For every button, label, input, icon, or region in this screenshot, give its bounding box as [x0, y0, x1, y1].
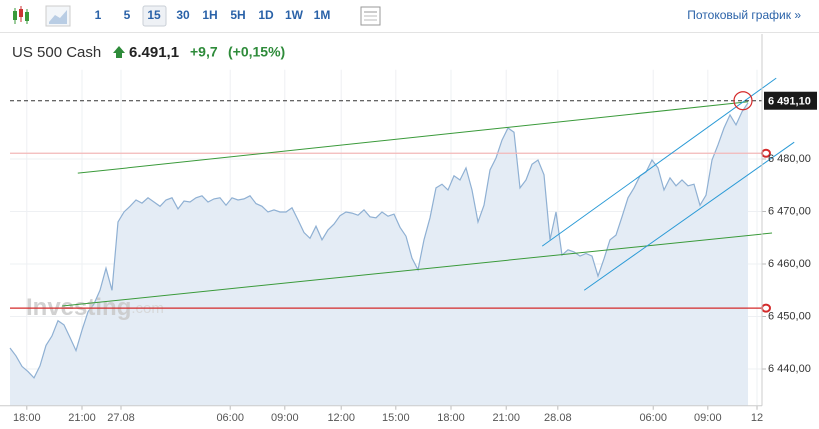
x-tick-label: 09:00 — [271, 412, 299, 424]
x-tick-label: 18:00 — [437, 412, 465, 424]
x-tick-label: 12 — [751, 412, 763, 424]
area-icon[interactable] — [45, 5, 71, 27]
overlay — [10, 77, 795, 313]
change: +9,7 — [190, 44, 218, 60]
interval-button[interactable]: 5H — [230, 8, 245, 22]
interval-button[interactable]: 1D — [258, 8, 274, 22]
plot — [9, 69, 762, 406]
y-tick-label: 6 450,00 — [768, 310, 811, 322]
x-tick-label: 21:00 — [492, 412, 520, 424]
interval-button[interactable]: 30 — [176, 8, 190, 22]
last-price-label: 6 491,10 — [768, 96, 811, 108]
x-tick-label: 18:00 — [13, 412, 41, 424]
interval-button[interactable]: 1W — [285, 8, 304, 22]
trend-line — [62, 232, 773, 307]
y-tick-label: 6 460,00 — [768, 258, 811, 270]
candle-icon[interactable] — [13, 6, 29, 24]
interval-button[interactable]: 1H — [202, 8, 217, 22]
selected-interval — [142, 5, 167, 27]
price-line — [9, 102, 749, 379]
highlight-circle — [733, 91, 753, 111]
up-arrow — [113, 46, 125, 58]
toolbar — [0, 0, 819, 32]
change-percent: (+0,15%) — [228, 44, 285, 60]
interval-button[interactable]: 5 — [124, 8, 131, 22]
y-tick-label: 6 440,00 — [768, 363, 811, 375]
interval-buttons: 1 5 15 30 1H 5H 1D 1W 1M — [95, 8, 331, 22]
interval-button[interactable]: 1M — [314, 8, 331, 22]
trend-line — [77, 101, 749, 174]
x-tick-label: 15:00 — [382, 412, 410, 424]
table-icon[interactable] — [360, 6, 381, 26]
x-tick-label: 21:00 — [68, 412, 96, 424]
x-tick-label: 28.08 — [544, 412, 572, 424]
price-area — [10, 102, 749, 406]
x-tick-label: 27.08 — [107, 412, 135, 424]
stream-link[interactable]: Потоковый график » — [687, 8, 801, 22]
x-tick-label: 09:00 — [694, 412, 722, 424]
interval-button[interactable]: 15 — [147, 8, 161, 22]
x-tick-label: 12:00 — [327, 412, 355, 424]
y-tick-label: 6 470,00 — [768, 205, 811, 217]
price: 6.491,1 — [129, 44, 179, 61]
trend-line — [583, 141, 795, 291]
x-tick-label: 06:00 — [216, 412, 244, 424]
last-price-box — [764, 91, 817, 110]
x-tick-label: 06:00 — [639, 412, 667, 424]
interval-button[interactable]: 1 — [95, 8, 102, 22]
instrument-name: US 500 Cash — [12, 44, 101, 61]
trend-line — [541, 77, 777, 247]
y-tick-label: 6 480,00 — [768, 153, 811, 165]
